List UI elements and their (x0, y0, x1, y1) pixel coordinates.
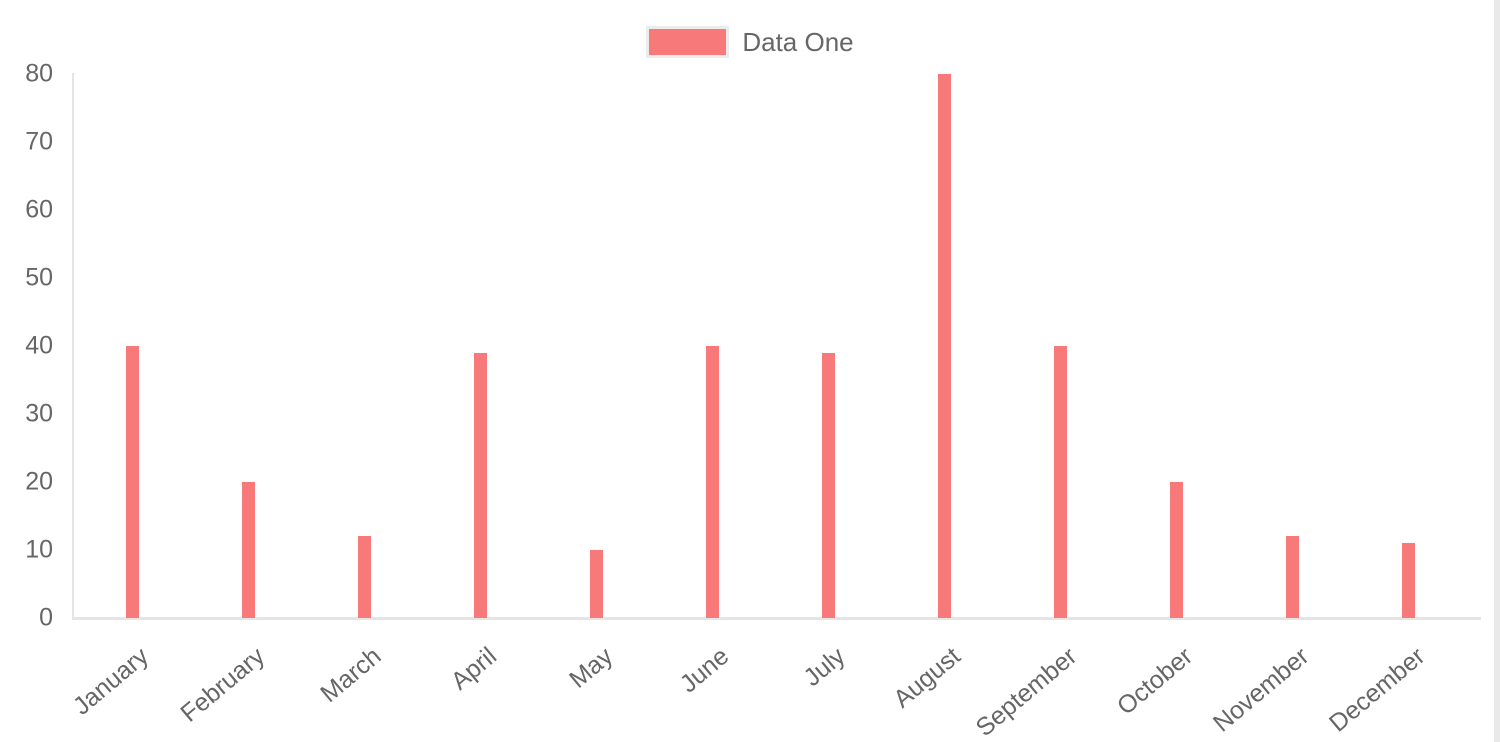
bar-february[interactable] (241, 482, 255, 618)
legend-item-data-one[interactable]: Data One (646, 26, 854, 58)
bar-september[interactable] (1053, 346, 1067, 618)
bar-april[interactable] (473, 353, 487, 618)
legend-swatch-icon (646, 26, 730, 58)
x-tick-label-june: June (674, 642, 734, 699)
y-tick-label-70: 70 (25, 127, 53, 156)
y-tick-label-0: 0 (39, 603, 53, 632)
y-tick-label-60: 60 (25, 195, 53, 224)
y-tick-label-40: 40 (25, 331, 53, 360)
y-tick-label-30: 30 (25, 399, 53, 428)
bar-august[interactable] (937, 74, 951, 618)
x-tick-label-february: February (175, 642, 270, 728)
x-tick-label-july: July (797, 642, 850, 693)
x-tick-label-may: May (563, 642, 618, 694)
y-tick-label-10: 10 (25, 535, 53, 564)
scrollbar-track[interactable] (1494, 0, 1500, 742)
x-tick-label-april: April (445, 642, 502, 696)
chart-legend: Data One (0, 26, 1500, 58)
x-tick-label-march: March (314, 642, 386, 709)
x-axis-line (72, 617, 1481, 620)
x-tick-label-january: January (67, 642, 154, 721)
legend-label: Data One (742, 26, 854, 57)
y-tick-label-20: 20 (25, 467, 53, 496)
bar-october[interactable] (1169, 482, 1183, 618)
x-tick-label-september: September (970, 642, 1082, 742)
bar-march[interactable] (357, 536, 371, 618)
y-axis-line (72, 73, 74, 620)
x-tick-label-november: November (1207, 642, 1314, 738)
x-tick-label-december: December (1323, 642, 1430, 738)
bar-december[interactable] (1401, 543, 1415, 618)
x-tick-label-august: August (888, 642, 966, 714)
y-tick-label-80: 80 (25, 59, 53, 88)
bar-june[interactable] (705, 346, 719, 618)
bar-july[interactable] (821, 353, 835, 618)
bar-january[interactable] (125, 346, 139, 618)
bar-november[interactable] (1285, 536, 1299, 618)
y-tick-label-50: 50 (25, 263, 53, 292)
x-tick-label-october: October (1111, 642, 1198, 721)
bar-may[interactable] (589, 550, 603, 618)
